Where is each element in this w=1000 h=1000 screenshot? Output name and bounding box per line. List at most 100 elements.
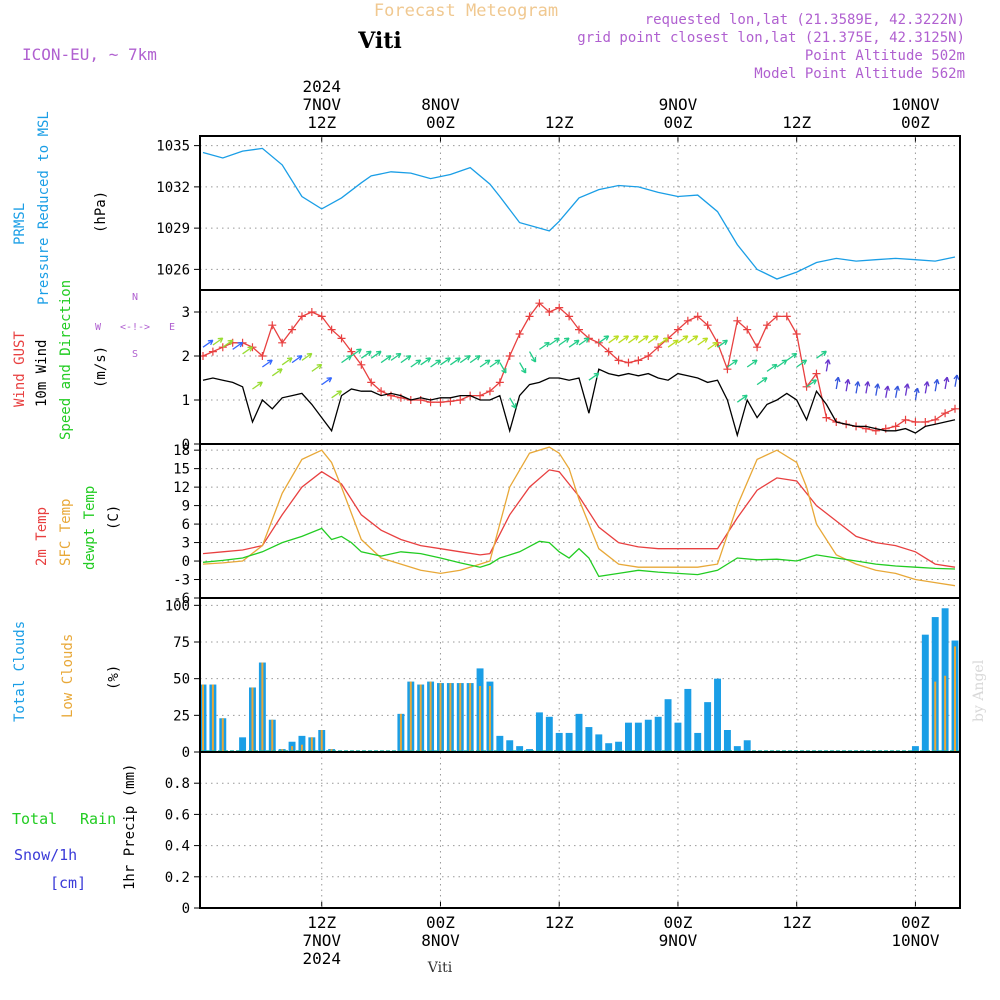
wind-direction-arrow xyxy=(440,357,451,366)
gust-marker xyxy=(476,391,485,400)
wind-direction-arrow xyxy=(499,362,507,374)
clouds-tick-label: 25 xyxy=(173,708,190,724)
wind-direction-arrow xyxy=(341,355,352,364)
wind-direction-arrow xyxy=(647,335,659,344)
time-label: 00Z xyxy=(663,113,692,132)
wind-direction-arrow xyxy=(796,359,808,368)
gust-marker xyxy=(614,356,623,365)
gust-marker xyxy=(208,347,217,356)
wind-direction-arrow xyxy=(746,359,758,368)
wind-direction-arrow xyxy=(261,359,273,368)
wind-direction-arrow xyxy=(637,335,649,344)
wind-direction-arrow xyxy=(933,378,940,392)
wind-direction-arrow xyxy=(766,363,778,372)
snow-label: Snow/1h xyxy=(14,846,77,864)
low-cloud-bar xyxy=(399,713,402,752)
total-cloud-bar xyxy=(714,678,721,752)
precip-panel: 0 0.2 0.4 0.6 0.8 xyxy=(165,751,961,917)
precip-tick-label: 0.4 xyxy=(165,839,190,855)
time-label: 12Z xyxy=(782,913,811,932)
wind-direction-arrow xyxy=(618,335,629,344)
pressure-reduced-label: Pressure Reduced to MSL xyxy=(36,111,52,305)
wind-compass: N <-!-> S W E xyxy=(95,292,175,360)
total-cloud-bar xyxy=(585,727,593,752)
compass-s: S xyxy=(132,349,138,360)
wind-direction-arrow xyxy=(697,337,709,346)
gust-marker xyxy=(357,360,366,369)
low-clouds-label: Low Clouds xyxy=(60,634,76,718)
low-cloud-bar xyxy=(281,749,284,752)
wind-direction-arrow xyxy=(351,348,362,357)
total-cloud-bar xyxy=(704,702,712,752)
gust-marker xyxy=(891,422,900,431)
gust-marker xyxy=(703,321,712,330)
wind-direction-arrow xyxy=(736,394,748,403)
low-cloud-bar xyxy=(944,675,947,752)
speed-direction-label: Speed and Direction xyxy=(58,280,74,440)
pressure-panel-labels: PRMSL Pressure Reduced to MSL (hPa) xyxy=(12,111,109,305)
gust-marker xyxy=(218,343,227,352)
gust-marker xyxy=(525,312,534,321)
wind-tick-label: 2 xyxy=(182,349,190,365)
temp-frame xyxy=(199,443,961,599)
wind-direction-arrow xyxy=(834,376,841,390)
wind-panel-labels: Wind GUST 10m Wind Speed and Direction (… xyxy=(12,280,175,440)
low-cloud-bar xyxy=(488,686,491,752)
temp-tick-label: 6 xyxy=(182,517,190,533)
wind-direction-arrow xyxy=(598,335,610,344)
gust-marker xyxy=(337,334,346,343)
total-cloud-bar xyxy=(506,740,514,752)
time-label: 9NOV xyxy=(659,95,698,114)
credit-text: by Angel xyxy=(971,659,987,722)
low-cloud-bar xyxy=(310,737,313,752)
low-cloud-bar xyxy=(202,684,204,752)
total-cloud-bar xyxy=(605,743,613,752)
wind-direction-arrow xyxy=(311,363,323,372)
low-cloud-bar xyxy=(934,681,937,752)
temp-tick-label: 3 xyxy=(182,536,190,552)
total-cloud-bar xyxy=(644,719,652,752)
low-cloud-bar xyxy=(469,683,472,752)
prmsl-line xyxy=(202,147,956,280)
wind-direction-arrow xyxy=(717,339,728,348)
gust-marker xyxy=(733,316,742,325)
gust-marker xyxy=(278,338,287,347)
wind-10m-label: 10m Wind xyxy=(34,340,50,407)
temp-tick-label: 15 xyxy=(173,462,190,478)
wind-direction-arrow xyxy=(854,381,861,394)
wind-direction-arrow xyxy=(628,335,639,344)
temp-plot xyxy=(202,446,956,587)
temp-panel-labels: 2m Temp SFC Temp dewpt Temp (C) xyxy=(34,486,122,570)
wind-direction-arrow xyxy=(558,337,570,346)
precip-unit-label: 1hr Precip (mm) xyxy=(122,764,138,890)
point-altitude: Point Altitude 502m xyxy=(805,48,965,64)
time-label: 2024 xyxy=(302,949,341,968)
total-clouds-label: Total Clouds xyxy=(12,621,28,722)
total-cloud-bar xyxy=(921,634,929,752)
ms-unit-label: (m/s) xyxy=(93,346,109,388)
wind-direction-arrow xyxy=(864,381,871,394)
gust-marker xyxy=(594,338,603,347)
gust-marker xyxy=(297,312,306,321)
wind-direction-arrow xyxy=(390,352,402,361)
total-cloud-bar xyxy=(694,732,702,752)
wind-direction-arrow xyxy=(844,378,851,392)
gust-marker xyxy=(901,415,910,424)
low-cloud-bar xyxy=(320,730,323,752)
wind-direction-arrow xyxy=(894,385,900,398)
prmsl-label: PRMSL xyxy=(12,203,28,245)
gust-marker xyxy=(812,369,821,378)
clouds-tick-label: 75 xyxy=(173,635,190,651)
clouds-panel: 0 25 50 75 100 xyxy=(165,597,961,761)
wind-direction-arrow xyxy=(727,359,738,368)
time-label: 12Z xyxy=(782,113,811,132)
wind-direction-arrow xyxy=(707,341,719,350)
gust-marker xyxy=(951,404,959,413)
precip-tick-label: 0.6 xyxy=(165,807,190,823)
clouds-tick-label: 100 xyxy=(165,598,190,614)
gust-marker xyxy=(258,352,267,360)
gust-marker xyxy=(624,358,633,367)
celsius-unit-label: (C) xyxy=(106,505,122,530)
